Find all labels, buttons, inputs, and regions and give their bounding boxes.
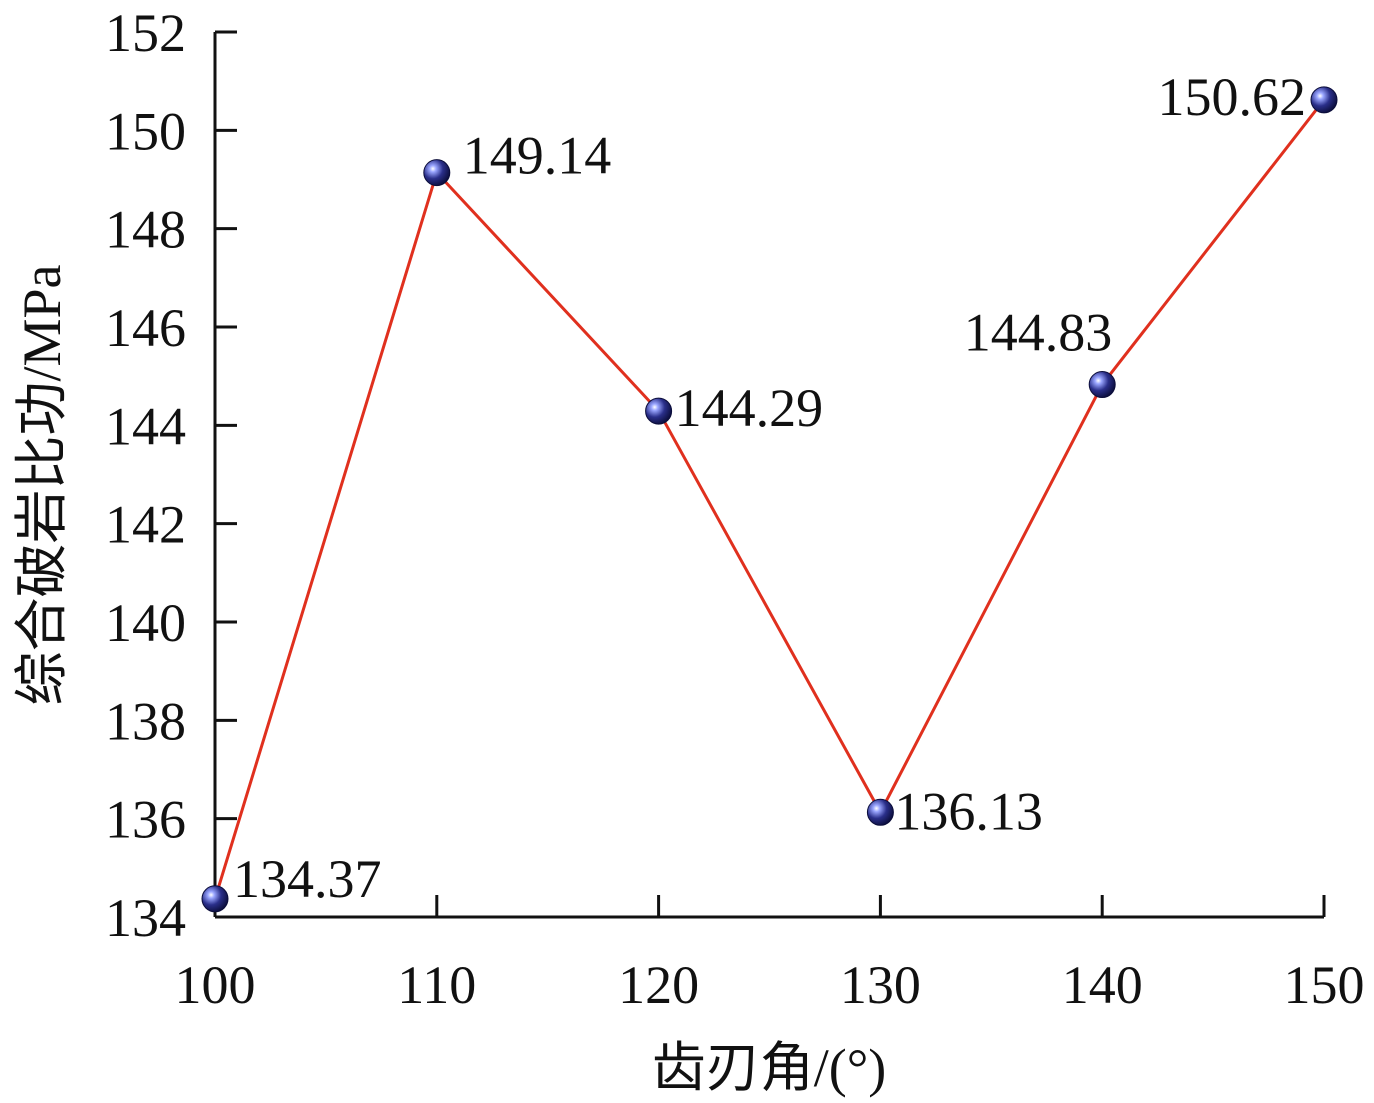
data-point xyxy=(423,159,451,187)
y-axis-title: 综合破岩比功/MPa xyxy=(12,264,72,705)
y-tick-label: 144 xyxy=(105,396,186,456)
data-point xyxy=(1310,86,1338,114)
x-axis-title: 齿刃角/(°) xyxy=(652,1038,887,1098)
data-label: 134.37 xyxy=(233,849,382,909)
data-point xyxy=(645,397,673,425)
series xyxy=(201,86,1338,913)
y-tick-label: 138 xyxy=(105,691,186,751)
data-label: 144.83 xyxy=(964,303,1113,363)
y-tick-label: 150 xyxy=(105,101,186,161)
data-label: 149.14 xyxy=(463,126,612,186)
data-label: 136.13 xyxy=(894,781,1043,841)
data-point xyxy=(866,798,894,826)
data-label: 150.62 xyxy=(1158,67,1307,127)
series-line xyxy=(213,98,1326,900)
axes xyxy=(213,32,1324,919)
x-tick-label: 140 xyxy=(1062,955,1143,1015)
y-tick-label: 146 xyxy=(105,298,186,358)
y-tick-label: 136 xyxy=(105,790,186,850)
data-labels: 134.37 149.14 144.29 136.13 144.83 150.62 xyxy=(233,67,1306,909)
data-label: 144.29 xyxy=(675,378,824,438)
x-tick-label: 130 xyxy=(840,955,921,1015)
y-tick-label: 134 xyxy=(105,888,186,948)
y-tick-label: 148 xyxy=(105,200,186,260)
x-tick-label: 100 xyxy=(175,955,256,1015)
x-tick-label: 110 xyxy=(397,955,476,1015)
y-axis-ticks: 134 136 138 140 142 144 146 148 150 152 xyxy=(105,3,237,948)
data-point xyxy=(201,885,229,913)
x-axis-ticks: 100 110 120 130 140 150 xyxy=(175,895,1365,1015)
y-tick-label: 152 xyxy=(105,3,186,63)
y-tick-label: 142 xyxy=(105,495,186,555)
x-tick-label: 120 xyxy=(618,955,699,1015)
y-tick-label: 140 xyxy=(105,593,186,653)
x-tick-label: 150 xyxy=(1284,955,1365,1015)
data-point xyxy=(1088,371,1116,399)
